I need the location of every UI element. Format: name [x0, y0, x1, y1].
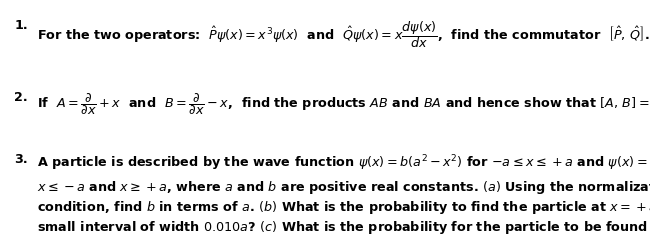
Text: A particle is described by the wave function $\psi(x) = b(a^2 - x^2)$ for $-a \l: A particle is described by the wave func…	[37, 153, 650, 173]
Text: 2.: 2.	[14, 91, 28, 104]
Text: 1.: 1.	[14, 19, 28, 32]
Text: If  $A = \dfrac{\partial}{\partial x} + x$  and  $B = \dfrac{\partial}{\partial : If $A = \dfrac{\partial}{\partial x} + x…	[37, 91, 650, 117]
Text: condition, find $b$ in terms of $a$. $(b)$ What is the probability to find the p: condition, find $b$ in terms of $a$. $(b…	[37, 199, 650, 216]
Text: For the two operators:  $\hat{P}\psi(x) = x^3\psi(x)$  and  $\hat{Q}\psi(x) = x\: For the two operators: $\hat{P}\psi(x) =…	[37, 19, 649, 50]
Text: 3.: 3.	[14, 153, 28, 166]
Text: $x \leq -a$ and $x \geq +a$, where $a$ and $b$ are positive real constants. $(a): $x \leq -a$ and $x \geq +a$, where $a$ a…	[37, 179, 650, 196]
Text: small interval of width $0.010a$? $(c)$ What is the probability for the particle: small interval of width $0.010a$? $(c)$ …	[37, 219, 650, 236]
